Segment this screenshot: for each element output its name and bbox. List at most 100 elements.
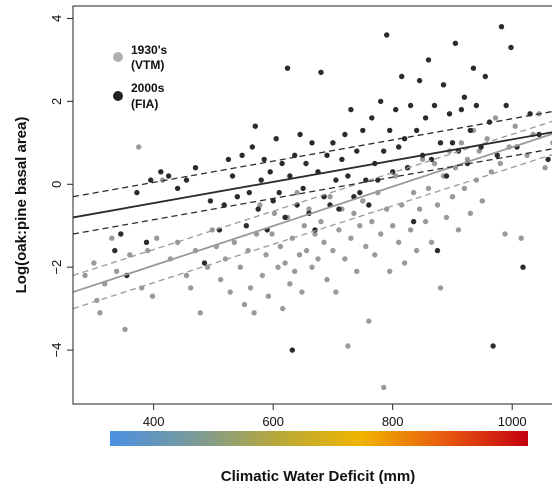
scatter-point-s1-68 — [387, 127, 393, 134]
scatter-point-s1-87 — [443, 173, 450, 179]
scatter-point-s0-35 — [259, 272, 266, 279]
scatter-point-s1-78 — [416, 77, 423, 84]
scatter-point-s0-21 — [204, 264, 211, 270]
scatter-point-s0-57 — [318, 218, 324, 225]
colorbar — [110, 431, 528, 446]
scatter-point-s1-23 — [255, 206, 261, 212]
scatter-point-s0-54 — [309, 264, 315, 270]
scatter-point-s1-8 — [174, 185, 181, 192]
scatter-point-s1-9 — [183, 177, 190, 183]
scatter-point-s0-70 — [357, 223, 363, 229]
legend-label-vtm-line1: 1930's — [131, 43, 168, 57]
scatter-point-s0-40 — [275, 264, 281, 270]
scatter-point-s1-7 — [165, 173, 172, 179]
scatter-point-s1-29 — [273, 136, 279, 142]
scatter-point-s0-43 — [282, 260, 288, 266]
scatter-point-s0-25 — [222, 256, 229, 262]
scatter-point-s1-101 — [490, 343, 496, 349]
x-axis-label: Climatic Water Deficit (mm) — [221, 468, 415, 485]
scatter-point-s1-38 — [297, 131, 303, 138]
scatter-point-s0-0 — [82, 272, 88, 279]
scatter-point-s0-32 — [251, 310, 257, 316]
fit-line-s0 — [72, 133, 552, 293]
scatter-point-s1-39 — [300, 185, 306, 192]
scatter-point-s1-61 — [366, 202, 372, 208]
scatter-point-s1-18 — [239, 152, 245, 158]
scatter-point-s0-115 — [497, 160, 503, 167]
x-tick-label-600: 600 — [262, 414, 284, 429]
scatter-point-s0-47 — [292, 268, 298, 274]
scatter-point-s0-7 — [122, 326, 128, 333]
scatter-point-s1-70 — [393, 106, 399, 113]
scatter-point-s1-42 — [309, 140, 315, 146]
scatter-point-s0-81 — [390, 223, 396, 229]
x-tick-label-800: 800 — [382, 414, 404, 429]
scatter-point-s0-71 — [360, 198, 366, 204]
scatter-point-s1-57 — [354, 148, 360, 154]
scatter-point-s1-105 — [508, 44, 514, 51]
scatter-point-s1-73 — [401, 136, 408, 142]
y-tick-label--2: −2 — [49, 260, 64, 275]
scatter-point-s0-94 — [428, 239, 435, 245]
scatter-point-s0-119 — [518, 235, 524, 241]
scatter-point-s1-66 — [381, 148, 387, 154]
scatter-point-s0-93 — [425, 185, 432, 192]
scatter-point-s0-51 — [301, 223, 307, 229]
legend: 1930's (VTM) 2000s (FIA) — [113, 43, 168, 111]
scatter-point-s1-60 — [363, 177, 369, 183]
scatter-point-s0-9 — [136, 144, 142, 150]
scatter-point-s1-25 — [261, 156, 267, 163]
scatter-point-s0-75 — [372, 252, 378, 258]
scatter-point-s0-42 — [280, 305, 286, 312]
scatter-point-s1-21 — [249, 144, 255, 150]
scatter-point-s0-20 — [197, 310, 203, 316]
scatter-point-s1-36 — [292, 152, 298, 158]
scatter-point-s0-112 — [484, 136, 490, 142]
scatter-point-s1-40 — [303, 160, 309, 167]
y-tick-label-2: 2 — [49, 98, 64, 105]
scatter-point-s1-49 — [330, 140, 336, 146]
scatter-point-s1-55 — [348, 106, 354, 113]
scatter-point-s1-99 — [482, 73, 488, 80]
scatter-point-s0-1 — [91, 260, 97, 266]
scatter-point-s0-67 — [348, 235, 354, 241]
scatter-point-s1-81 — [425, 57, 432, 63]
scatter-point-s0-95 — [431, 160, 438, 167]
scatter-point-s1-28 — [270, 198, 276, 204]
scatter-point-s1-88 — [446, 111, 453, 117]
scatter-point-s0-53 — [306, 206, 312, 212]
scatter-point-s1-22 — [252, 123, 258, 129]
scatter-point-s1-107 — [520, 264, 526, 270]
scatter-point-s0-111 — [479, 198, 485, 204]
scatter-point-s0-97 — [437, 285, 444, 291]
legend-label-fia-line1: 2000s — [131, 81, 165, 95]
scatter-point-s1-89 — [449, 140, 456, 146]
scatter-point-s0-59 — [324, 276, 330, 283]
scatter-point-s1-30 — [276, 189, 282, 196]
ci-lower-line-s1 — [72, 148, 552, 235]
scatter-point-s0-69 — [354, 268, 360, 274]
scatter-point-s0-39 — [271, 210, 278, 216]
scatter-point-s1-1 — [118, 231, 124, 237]
scatter-point-s0-55 — [312, 231, 318, 237]
scatter-point-s1-12 — [207, 198, 214, 204]
scatter-point-s0-104 — [458, 140, 465, 146]
scatter-point-s0-45 — [287, 281, 293, 287]
ci-lower-line-s0 — [72, 153, 552, 310]
x-tick-label-400: 400 — [143, 414, 165, 429]
scatter-point-s1-51 — [336, 206, 342, 212]
scatter-point-s1-93 — [461, 94, 468, 100]
scatter-point-s1-110 — [545, 156, 551, 163]
x-axis: 400 600 800 1000 — [143, 404, 527, 429]
scatter-point-s1-72 — [399, 73, 405, 80]
scatter-point-s0-31 — [247, 285, 254, 291]
scatter-point-s1-104 — [503, 102, 509, 109]
scatter-point-s0-56 — [315, 256, 321, 262]
scatter-point-s0-14 — [159, 177, 166, 183]
scatter-point-s1-34 — [287, 173, 293, 179]
scatter-point-s0-18 — [188, 285, 194, 291]
scatter-point-s1-103 — [498, 24, 505, 30]
scatter-point-s1-77 — [413, 127, 420, 134]
scatter-point-s1-27 — [267, 169, 273, 175]
